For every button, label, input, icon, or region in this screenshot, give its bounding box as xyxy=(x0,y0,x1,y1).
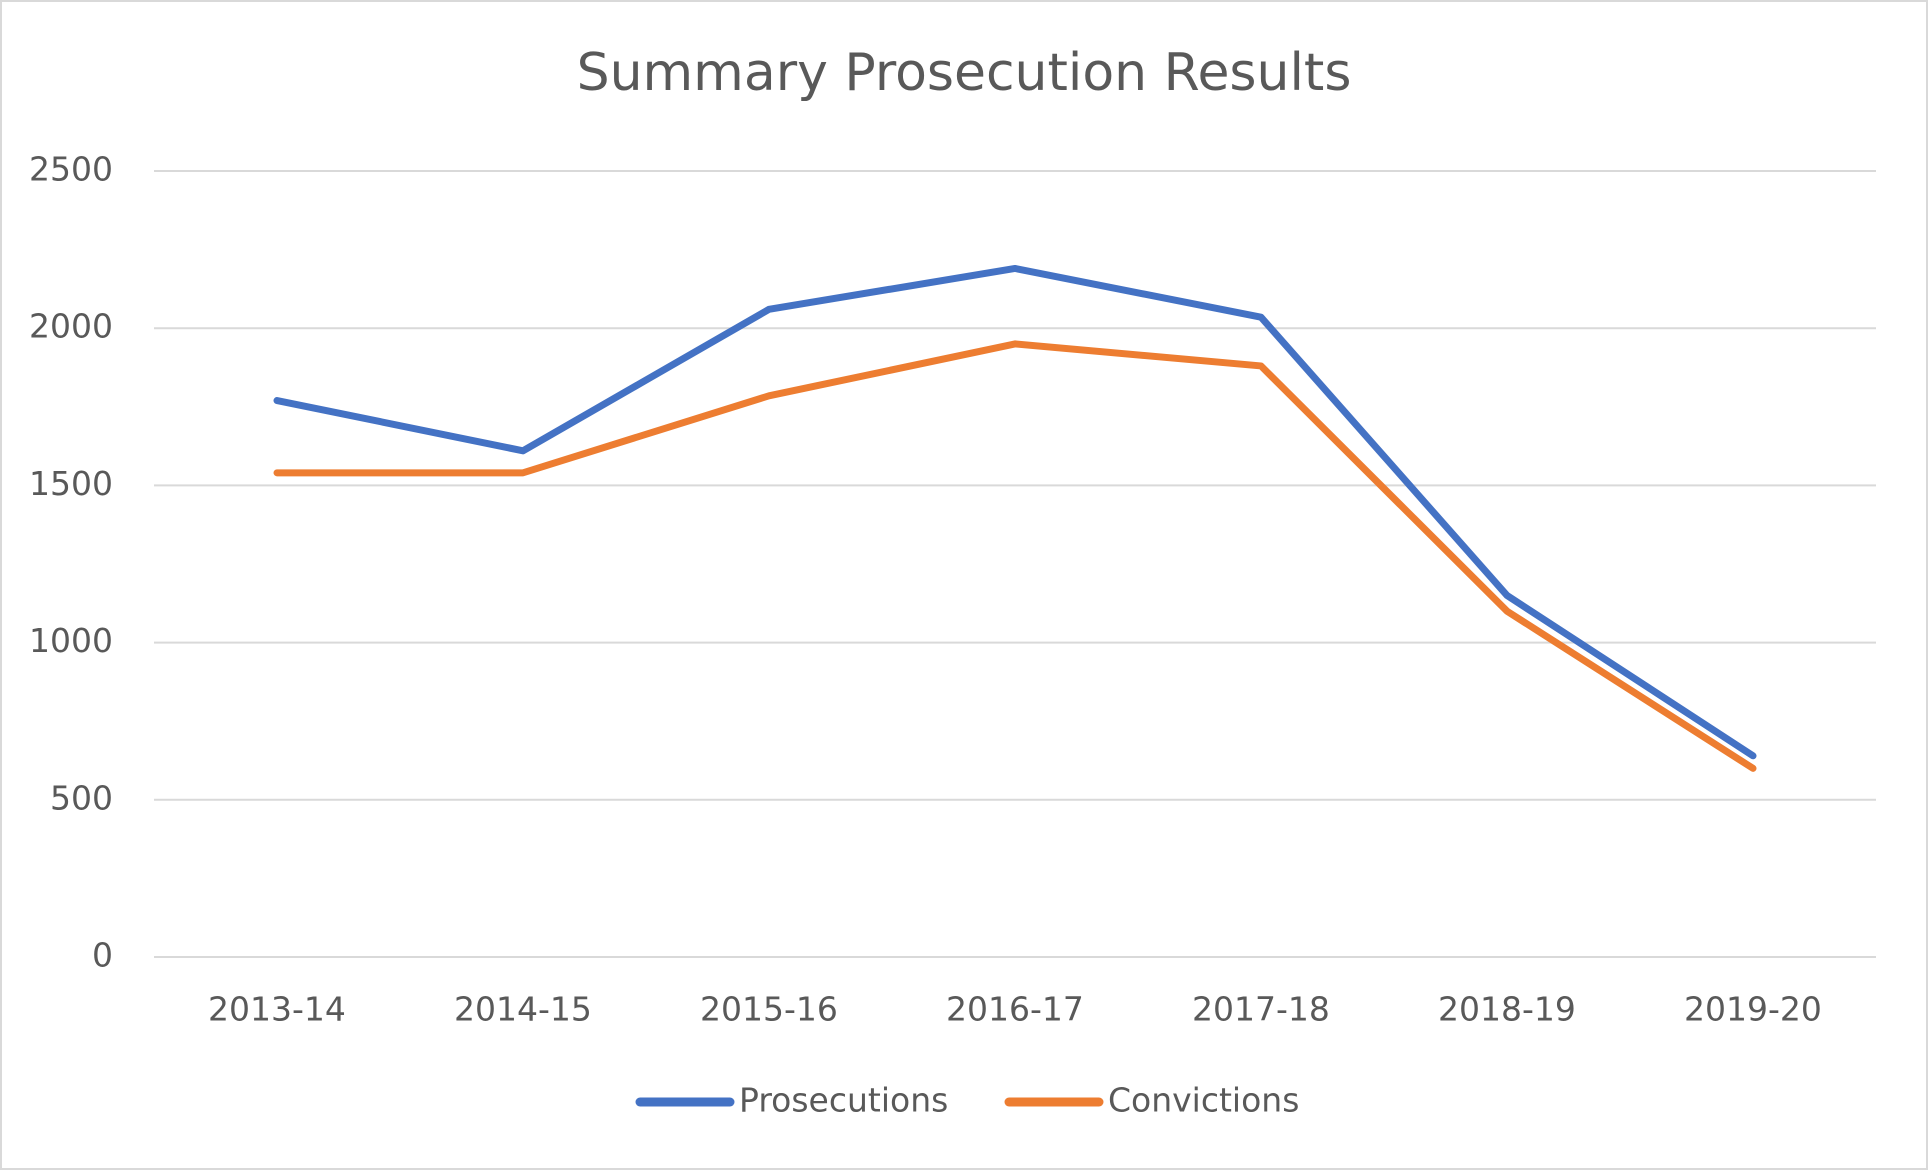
x-tick-label: 2019-20 xyxy=(1684,990,1822,1029)
y-tick-label: 0 xyxy=(92,936,113,975)
legend-label: Prosecutions xyxy=(739,1081,948,1120)
x-tick-label: 2016-17 xyxy=(946,990,1084,1029)
line-series xyxy=(273,340,1757,772)
y-tick-label: 2000 xyxy=(29,307,113,346)
y-tick-label: 1500 xyxy=(29,464,113,503)
y-tick-label: 1000 xyxy=(29,621,113,660)
legend-label: Convictions xyxy=(1108,1081,1299,1120)
chart-title: Summary Prosecution Results xyxy=(577,43,1352,103)
x-tick-label: 2013-14 xyxy=(208,990,346,1029)
x-tick-label: 2015-16 xyxy=(700,990,838,1029)
y-tick-label: 2500 xyxy=(29,150,113,189)
line-series xyxy=(273,264,1757,760)
x-tick-label: 2018-19 xyxy=(1438,990,1576,1029)
y-tick-label: 500 xyxy=(50,778,113,817)
x-tick-label: 2014-15 xyxy=(454,990,592,1029)
x-tick-label: 2017-18 xyxy=(1192,990,1330,1029)
